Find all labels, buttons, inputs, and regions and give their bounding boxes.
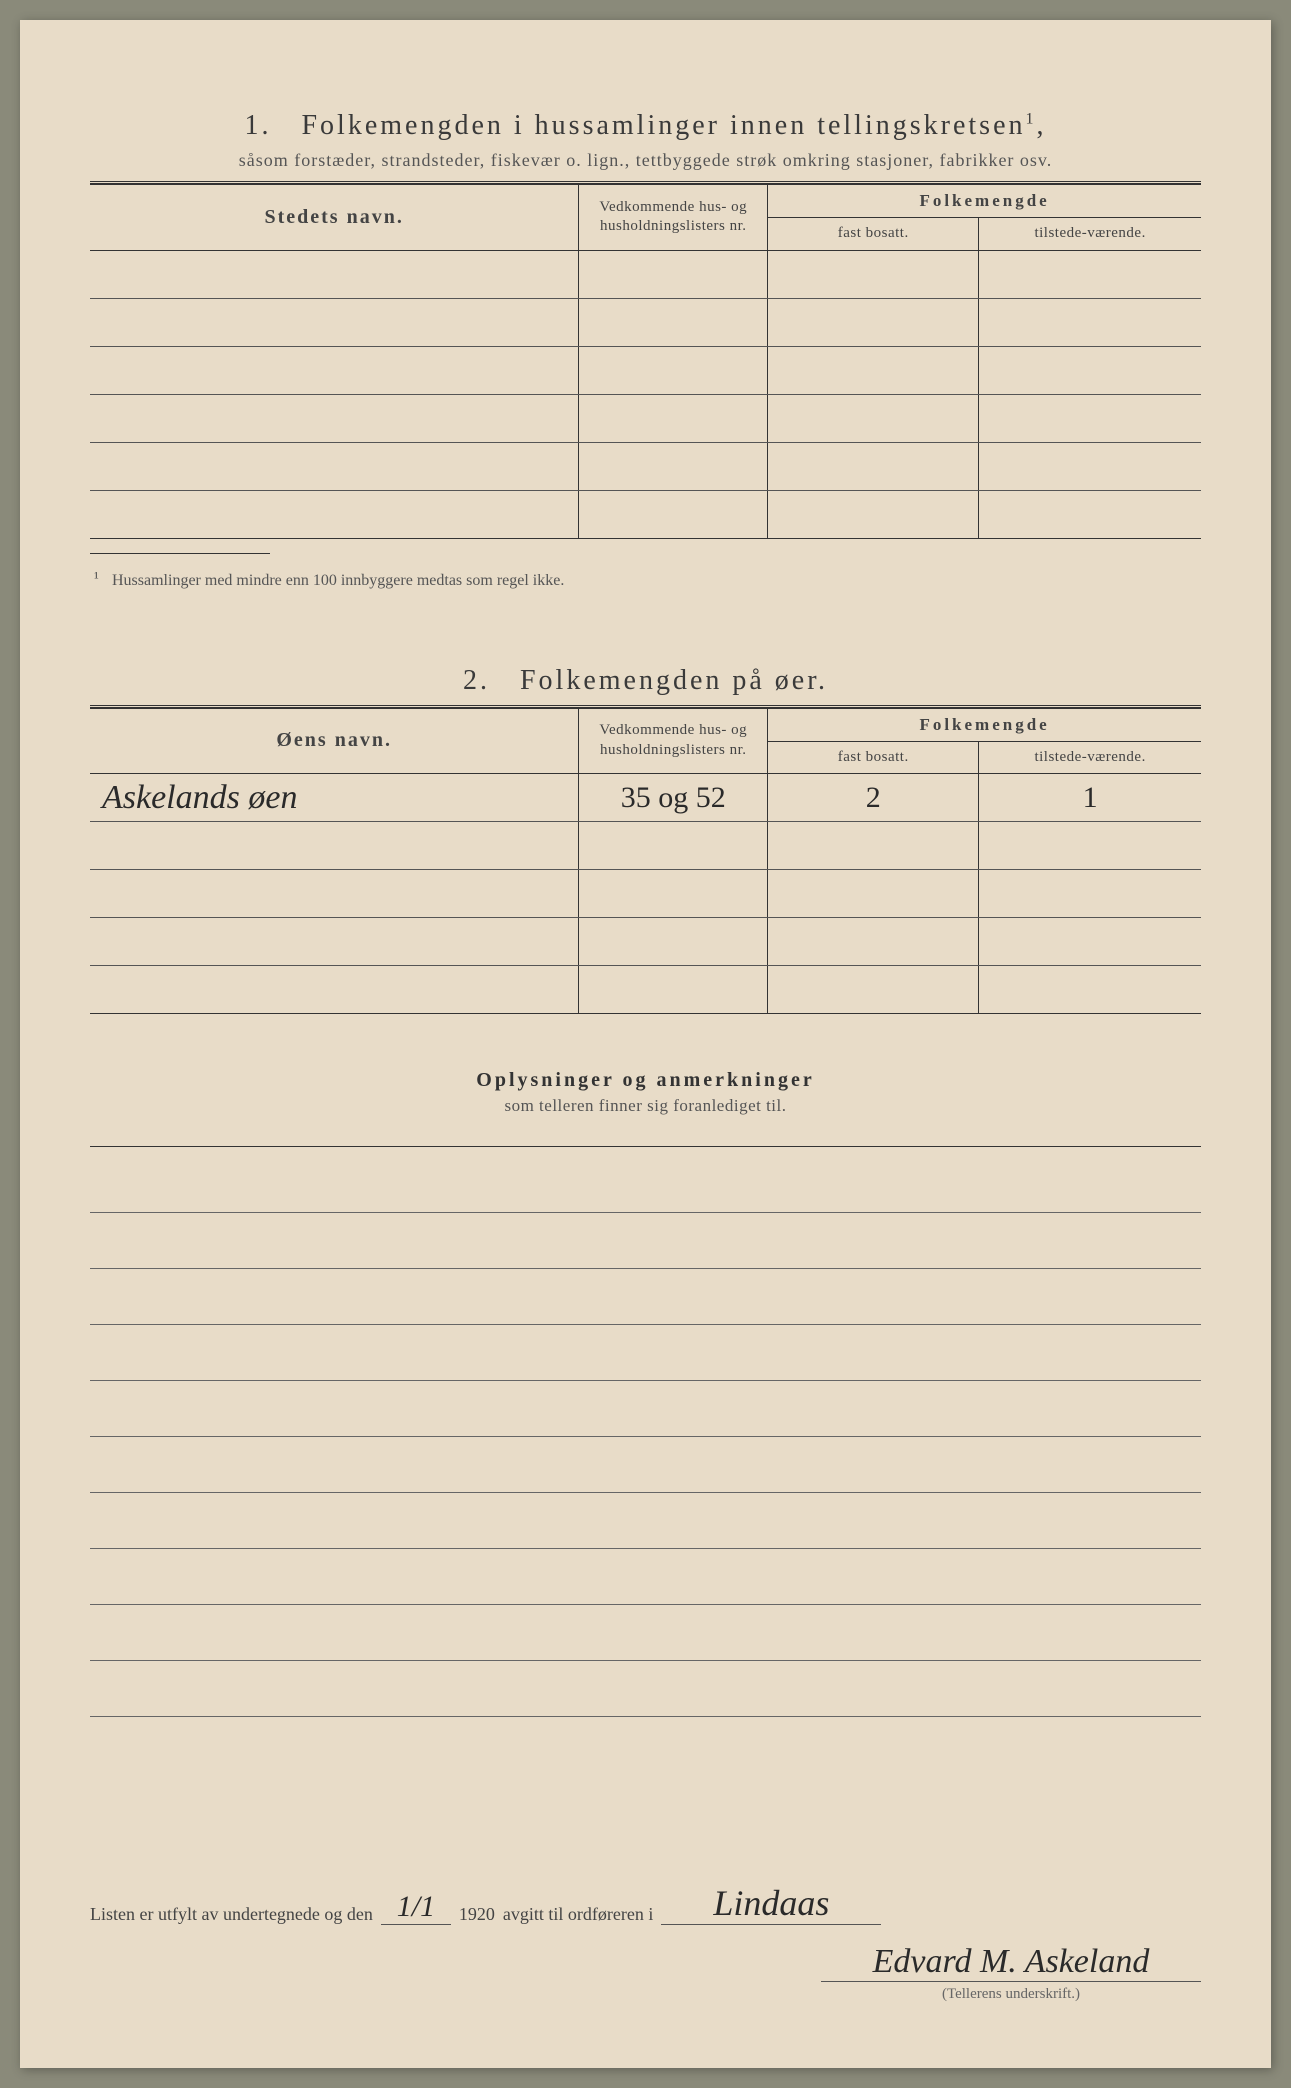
table-row xyxy=(90,918,1201,966)
section-2-tbody: Askelands øen35 og 5221 xyxy=(90,774,1201,1014)
section-2-title: 2. Folkemengden på øer. xyxy=(90,665,1201,697)
signature-line: Listen er utfylt av undertegnede og den … xyxy=(90,1882,1201,1925)
section-1-footnote: Hussamlinger med mindre enn 100 innbygge… xyxy=(90,572,1201,590)
sig-caption: (Tellerens underskrift.) xyxy=(821,1986,1201,2003)
section-1-title-text: Folkemengden i hussamlinger innen tellin… xyxy=(301,110,1025,141)
signer-name: Edvard M. Askeland xyxy=(821,1943,1201,1982)
blank-line xyxy=(90,1325,1201,1381)
table-row xyxy=(90,870,1201,918)
sig-prefix: Listen er utfylt av undertegnede og den xyxy=(90,1904,373,1925)
table-row xyxy=(90,822,1201,870)
table-row xyxy=(90,298,1201,346)
blank-line xyxy=(90,1381,1201,1437)
blank-line xyxy=(90,1269,1201,1325)
blank-line xyxy=(90,1493,1201,1549)
col-folkemengde: Folkemengde xyxy=(768,185,1201,218)
col-folkemengde-2: Folkemengde xyxy=(768,708,1201,741)
col-stedets-navn: Stedets navn. xyxy=(90,185,579,251)
sig-year: 1920 xyxy=(459,1904,495,1925)
col-vedkommende: Vedkommende hus- og husholdningslisters … xyxy=(579,185,768,251)
section-1-subtitle: såsom forstæder, strandsteder, fiskevær … xyxy=(90,150,1201,171)
blank-line xyxy=(90,1661,1201,1717)
section-1-number: 1. xyxy=(244,110,271,141)
blank-line xyxy=(90,1549,1201,1605)
section-1-tbody xyxy=(90,250,1201,538)
blank-line xyxy=(90,1213,1201,1269)
table-row xyxy=(90,442,1201,490)
col-fast-bosatt-2: fast bosatt. xyxy=(768,741,979,774)
section-2-number: 2. xyxy=(463,665,490,696)
table-row xyxy=(90,490,1201,538)
blank-line xyxy=(90,1605,1201,1661)
col-oens-navn: Øens navn. xyxy=(90,708,579,774)
footnote-rule xyxy=(90,553,270,554)
oplysninger-subtitle: som telleren finner sig foranlediget til… xyxy=(90,1096,1201,1116)
blank-line xyxy=(90,1157,1201,1213)
sig-date: 1/1 xyxy=(381,1890,451,1925)
oplysninger-rule xyxy=(90,1146,1201,1147)
oplysninger-section: Oplysninger og anmerkninger som telleren… xyxy=(90,1069,1201,1717)
section-2: 2. Folkemengden på øer. Øens navn. Vedko… xyxy=(90,665,1201,1015)
col-tilstede: tilstede-værende. xyxy=(979,218,1201,251)
section-1-table: Stedets navn. Vedkommende hus- og hushol… xyxy=(90,184,1201,539)
table-row xyxy=(90,966,1201,1014)
col-fast-bosatt: fast bosatt. xyxy=(768,218,979,251)
oplysninger-title: Oplysninger og anmerkninger xyxy=(90,1069,1201,1092)
section-1-title: 1. Folkemengden i hussamlinger innen tel… xyxy=(90,110,1201,142)
sig-place: Lindaas xyxy=(661,1882,881,1925)
signer-row: Edvard M. Askeland (Tellerens underskrif… xyxy=(90,1943,1201,2003)
table-row xyxy=(90,394,1201,442)
section-1-sup: 1 xyxy=(1026,111,1037,128)
col-tilstede-2: tilstede-værende. xyxy=(979,741,1201,774)
sig-middle: avgitt til ordføreren i xyxy=(503,1904,653,1925)
blank-lines xyxy=(90,1157,1201,1717)
table-row xyxy=(90,250,1201,298)
document-page: 1. Folkemengden i hussamlinger innen tel… xyxy=(20,20,1271,2068)
table-row: Askelands øen35 og 5221 xyxy=(90,774,1201,822)
section-2-title-text: Folkemengden på øer. xyxy=(520,665,828,696)
blank-line xyxy=(90,1437,1201,1493)
table-row xyxy=(90,346,1201,394)
col-vedkommende-2: Vedkommende hus- og husholdningslisters … xyxy=(579,708,768,774)
section-1: 1. Folkemengden i hussamlinger innen tel… xyxy=(90,110,1201,590)
section-2-table: Øens navn. Vedkommende hus- og husholdni… xyxy=(90,708,1201,1015)
